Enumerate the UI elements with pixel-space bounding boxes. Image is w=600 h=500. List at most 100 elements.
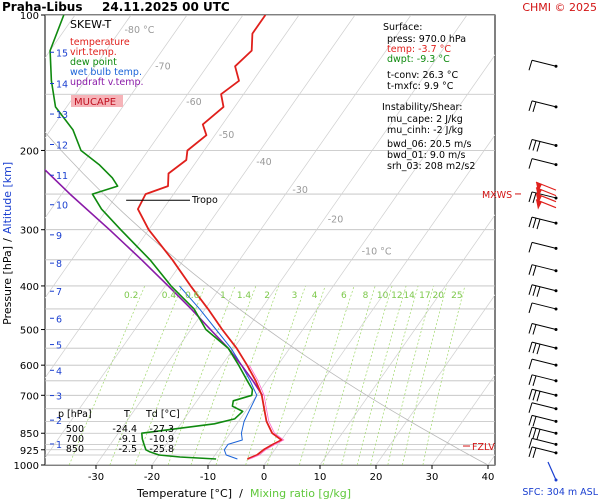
y-tick-label: 700 — [20, 391, 39, 402]
table-header-td: Td [°C] — [145, 409, 180, 420]
instability-mucinh: mu_cinh: -2 J/kg — [387, 125, 463, 136]
altitude-tick-label: 1 — [56, 440, 62, 451]
isotherm-line — [375, 294, 495, 465]
isotherm-line — [151, 15, 468, 465]
instability-title: Instability/Shear: — [382, 102, 462, 113]
wind-barb — [528, 59, 558, 71]
isotherm-label: -10 °C — [362, 246, 392, 257]
mixing-ratio-label: 25 — [451, 291, 462, 301]
y-tick-label: 300 — [20, 226, 39, 237]
wind-barb-feather — [532, 390, 537, 401]
wind-barb-feather — [528, 374, 533, 385]
altitude-tick-label: 9 — [56, 231, 62, 242]
y-tick-label: 925 — [20, 446, 39, 457]
wind-barb — [528, 216, 558, 230]
legend-dew-point: dew point — [70, 57, 117, 68]
wind-barb-feather — [532, 265, 537, 276]
isotherm-label: -50 — [219, 130, 235, 141]
wind-barb-feather — [536, 286, 541, 297]
dry-adiabat-line — [45, 131, 489, 465]
y-axis-separator: / — [1, 238, 14, 242]
sfc-label: SFC: 304 m ASL — [522, 487, 598, 498]
table-row-700-p: 700 — [66, 434, 84, 445]
x-tick-label: -20 — [144, 472, 160, 483]
wind-barb-staff — [531, 302, 557, 310]
virtual-temperature-line — [248, 365, 285, 460]
wind-barb — [528, 158, 558, 169]
instability-mucape: mu_cape: 2 J/kg — [387, 114, 463, 125]
isotherm-label: -40 — [256, 157, 272, 168]
mixing-ratio-label: 14 — [403, 291, 415, 301]
y-tick-label: 500 — [20, 326, 39, 337]
wind-barb-feather — [528, 191, 533, 203]
mixing-ratio-line — [134, 285, 206, 465]
wind-barb-feather — [528, 139, 533, 150]
mixing-ratio-label: 1 — [220, 291, 226, 301]
mixing-ratio-label: 1.4 — [237, 291, 252, 301]
wind-barb-feather — [528, 415, 533, 426]
altitude-tick-label: 12 — [56, 141, 68, 152]
table-row-700-td: -10.9 — [149, 434, 174, 445]
wind-barb — [528, 402, 558, 413]
wind-barb — [528, 323, 558, 335]
legend-wet-bulb: wet bulb temp. — [70, 67, 142, 78]
mixing-ratio-line — [109, 285, 183, 465]
mixing-ratio-line — [190, 285, 257, 465]
wind-barb-feather — [532, 101, 537, 112]
wind-barb-feather — [532, 192, 537, 204]
isotherm-label: -80 °C — [124, 25, 154, 36]
wind-barb — [528, 264, 558, 276]
table-row-850-td: -25.8 — [149, 444, 174, 455]
wind-barb — [528, 446, 558, 459]
temperature-profile-line — [136, 15, 283, 460]
wind-barb — [528, 374, 558, 386]
isotherm-line — [263, 134, 495, 465]
wind-barb-staff — [531, 59, 557, 67]
wind-barb-feather — [528, 389, 533, 400]
legend-updraft: updraft v.temp. — [70, 77, 144, 88]
y-tick-label: 600 — [20, 361, 39, 372]
x-axis-secondary-label: Mixing ratio [g/kg] — [250, 487, 351, 500]
y-tick-label: 850 — [20, 429, 39, 440]
y-tick-label: 100 — [20, 11, 39, 22]
isotherm-line — [95, 15, 412, 465]
x-axis-label: Temperature [°C] — [136, 487, 232, 500]
isotherm-line — [45, 15, 244, 299]
wind-barb-feather — [532, 428, 537, 439]
wind-barb-staff — [531, 158, 557, 166]
wind-barb — [528, 414, 558, 427]
wind-barb-feather — [528, 264, 533, 275]
wind-barb-staff — [531, 241, 557, 249]
legend-virt-temp: virt.temp. — [70, 47, 117, 58]
isotherm-label: -30 — [292, 185, 308, 196]
wind-barb-feather — [528, 100, 533, 111]
mixing-ratio-label: 3 — [292, 291, 298, 301]
wind-barb-feather — [532, 285, 537, 296]
wind-barb-feather — [532, 416, 537, 427]
mixing-ratio-line — [322, 285, 376, 465]
surface-wind-barb — [547, 461, 557, 481]
altitude-tick-label: 4 — [56, 366, 62, 377]
wind-barb — [528, 241, 558, 253]
mixing-ratio-line — [387, 285, 434, 465]
wind-barb-max-pennant — [536, 199, 542, 210]
surface-dwpt: dwpt: -9.3 °C — [387, 54, 450, 65]
x-axis-separator: / — [239, 487, 243, 500]
isotherm-line — [45, 15, 356, 459]
wind-barb-feather — [532, 140, 537, 151]
table-row-700-t: -9.1 — [118, 434, 137, 445]
updraft-profile-line — [45, 168, 264, 396]
mixing-ratio-label: 12 — [391, 291, 402, 301]
instability-srh03: srh_03: 208 m2/s2 — [387, 161, 475, 172]
mixing-ratio-label: 0.2 — [124, 291, 138, 301]
table-row-500-p: 500 — [66, 424, 84, 435]
station-title: Praha-Libus — [2, 0, 82, 14]
wind-barb-feather — [536, 391, 541, 402]
tropopause-label: Tropo — [191, 195, 218, 206]
isotherm-label: -60 — [186, 97, 202, 108]
grid-layer — [45, 15, 495, 465]
instability-bwd01: bwd_01: 9.0 m/s — [387, 150, 465, 161]
instability-bwd06: bwd_06: 20.5 m/s — [387, 139, 472, 150]
altitude-tick-label: 6 — [56, 314, 62, 325]
isotherm-line — [45, 15, 132, 139]
